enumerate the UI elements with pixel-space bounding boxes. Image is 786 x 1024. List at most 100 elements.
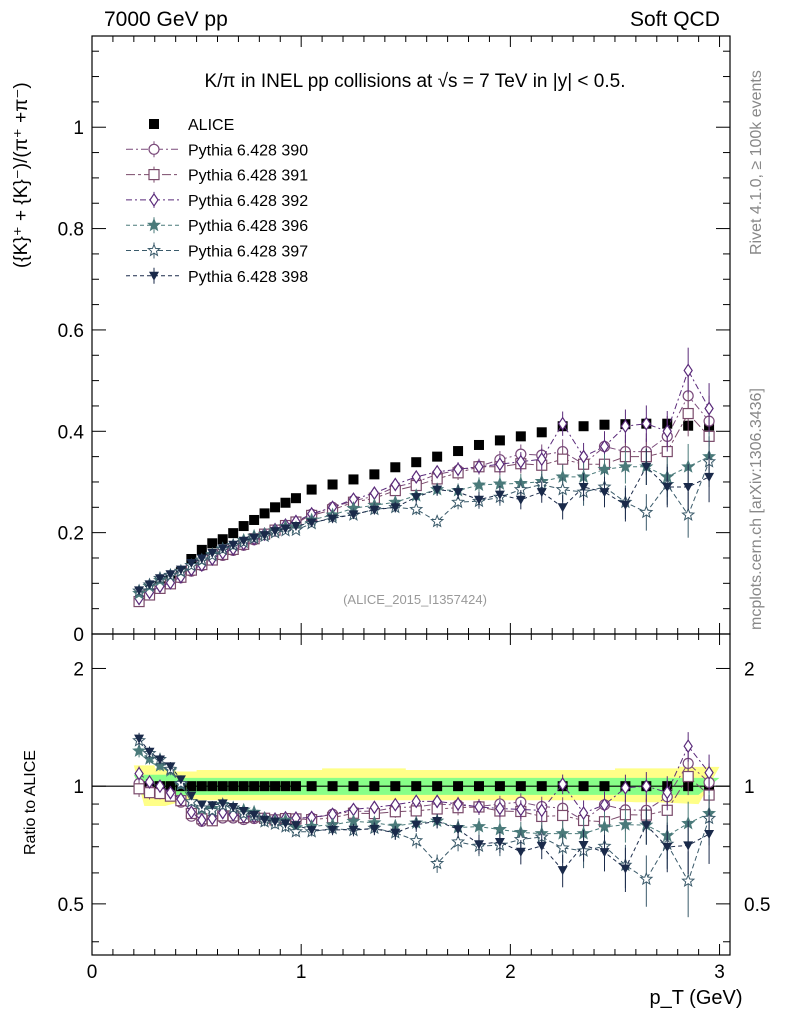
ratio-point (186, 791, 197, 801)
data-point (134, 586, 145, 596)
ratio-point (515, 781, 526, 792)
axes-frame (91, 35, 731, 956)
ratio-point (217, 781, 228, 792)
data-point (599, 488, 610, 498)
plot-title: K/π in INEL pp collisions at √s = 7 TeV … (204, 71, 625, 92)
ratio-point (165, 762, 176, 772)
data-point (578, 483, 589, 493)
data-point (639, 505, 654, 519)
data-point (683, 483, 694, 493)
axis-tick-labels: 0 1 2 3 0 0.2 0.4 0.6 0.8 1 0.5 0.5 1 1 2 2 (58, 118, 771, 983)
ratio-point (662, 785, 672, 800)
ratio-point (143, 787, 156, 799)
ratio-point (270, 781, 281, 792)
ratio-point (494, 781, 505, 792)
data-point (516, 454, 526, 469)
data-point (217, 534, 228, 545)
legend-label: Pythia 6.428 390 (188, 142, 308, 159)
legend-entry-3: Pythia 6.428 392 (126, 191, 308, 210)
data-point (704, 472, 715, 482)
ratio-point (555, 840, 570, 854)
ratio-point (683, 739, 693, 754)
data-point (270, 527, 281, 537)
series-line (138, 465, 710, 591)
data-point (196, 554, 207, 564)
ratio-point (411, 820, 422, 830)
ratio-point (280, 819, 291, 829)
legend-entry-0: ALICE (149, 117, 234, 134)
data-point (557, 503, 568, 513)
ratio-point (537, 803, 547, 818)
ratio-point (348, 781, 359, 792)
data-point (165, 570, 176, 580)
data-point (555, 482, 570, 496)
ratio-point (186, 781, 197, 792)
data-point (453, 462, 463, 477)
ratio-point (238, 781, 249, 792)
data-point (411, 469, 421, 484)
legend-label: Pythia 6.428 392 (188, 193, 308, 210)
data-point (290, 522, 301, 532)
ratio-point (238, 807, 249, 817)
ratio-point (327, 825, 338, 835)
ratio-point (228, 803, 239, 813)
data-point (537, 452, 547, 467)
ratio-point (557, 866, 568, 876)
legend-marker (147, 243, 161, 257)
ratio-tick-label-left: 1 (73, 777, 84, 798)
ratio-point (290, 821, 301, 831)
data-point (280, 497, 291, 508)
data-point (432, 464, 442, 479)
ratio-point (155, 779, 165, 794)
ratio-tick-label-right: 2 (744, 659, 755, 680)
y-tick-label: 0.4 (58, 422, 85, 443)
data-point (474, 459, 484, 474)
data-point (270, 502, 281, 513)
main-panel-series (132, 347, 717, 608)
data-point (369, 505, 380, 515)
legend-entry-6: Pythia 6.428 398 (126, 267, 308, 286)
data-point (641, 462, 652, 472)
data-point (238, 521, 249, 532)
data-point (207, 538, 218, 549)
ratio-point (306, 781, 317, 792)
x-tick-label: 1 (296, 962, 307, 983)
legend: ALICE Pythia 6.428 390 Pythia 6.428 391 Pyt… (126, 117, 308, 286)
series-line (138, 369, 710, 599)
legend-entry-5: Pythia 6.428 397 (126, 242, 308, 261)
series-6-ratio (134, 732, 715, 892)
ratio-point (432, 817, 443, 827)
data-point (515, 495, 526, 505)
data-point (683, 363, 693, 378)
ratio-point (259, 781, 270, 792)
legend-label: Pythia 6.428 396 (188, 218, 308, 235)
ratio-point (515, 847, 526, 857)
ratio-point (207, 811, 217, 826)
data-point (430, 514, 445, 528)
ratio-point (207, 801, 218, 811)
x-tick-label: 3 (714, 962, 725, 983)
ratio-point (270, 817, 281, 827)
ratio-point (472, 819, 486, 833)
ratio-point (662, 843, 673, 853)
ratio-point (154, 755, 165, 765)
ratio-point (144, 774, 155, 790)
data-point (348, 474, 359, 485)
x-axis-title: p_T (GeV) (650, 987, 743, 1009)
ratio-point (390, 828, 401, 838)
data-point (473, 439, 484, 450)
ratio-point (430, 856, 445, 870)
ratio-point (228, 781, 239, 792)
data-point (249, 533, 260, 543)
data-point (432, 485, 443, 495)
data-point (704, 401, 714, 416)
ratio-point (176, 792, 186, 807)
ratio-point (165, 785, 176, 800)
y-tick-label: 0.6 (58, 321, 84, 342)
ratio-tick-label-right: 0.5 (744, 895, 770, 916)
ratio-point (290, 781, 301, 792)
data-point (662, 483, 673, 493)
data-point (473, 495, 484, 505)
x-tick-label: 2 (505, 962, 516, 983)
ratio-point (536, 841, 547, 851)
